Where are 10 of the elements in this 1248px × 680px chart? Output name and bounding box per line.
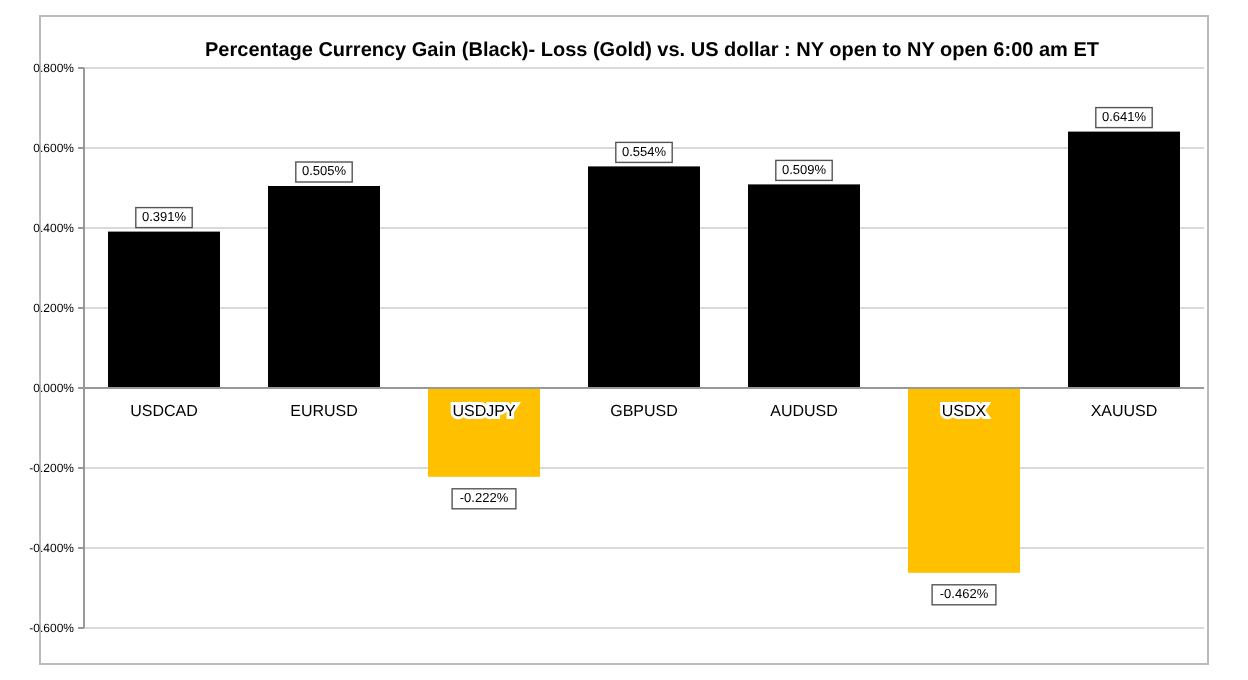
- x-tick-label: USDCAD: [130, 402, 199, 420]
- bar: [268, 186, 380, 388]
- chart-title: Percentage Currency Gain (Black)- Loss (Gold) vs. US dollar : NY open to NY open 6:00 am ET: [205, 40, 1099, 62]
- bar: [908, 388, 1020, 573]
- x-tick-label: USDJPY: [452, 402, 517, 420]
- x-tick-label: GBPUSD: [610, 402, 679, 420]
- x-tick-label: USDX: [941, 402, 988, 420]
- x-tick-label: EURUSD: [290, 402, 359, 420]
- x-tick-label: XAUUSD: [1090, 402, 1158, 420]
- x-tick-label: AUDUSD: [770, 402, 839, 420]
